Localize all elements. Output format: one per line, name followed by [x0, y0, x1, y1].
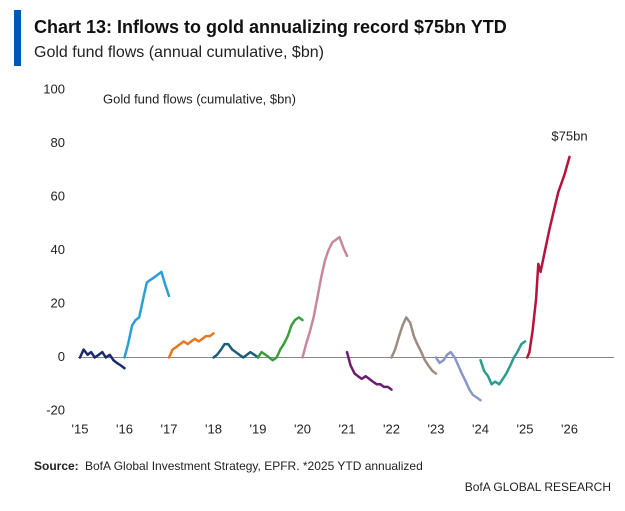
series-line [525, 155, 571, 359]
source: BofA Global Investment Strategy, EPFR. *… [85, 459, 423, 473]
x-tick-label: '23 [428, 421, 445, 436]
series-line [256, 316, 304, 362]
y-tick-label: 60 [51, 188, 65, 203]
y-tick-label: 100 [43, 81, 65, 96]
x-tick-label: '18 [205, 421, 222, 436]
series-line [78, 348, 126, 370]
x-tick-label: '25 [517, 421, 534, 436]
chart-title: Chart 13: Inflows to gold annualizing re… [34, 17, 507, 37]
x-tick-label: '26 [561, 421, 578, 436]
callout: $75bn [551, 128, 587, 143]
y-tick-label: 0 [58, 349, 65, 364]
x-tick-label: '17 [161, 421, 178, 436]
axis-annotation: Gold fund flows (cumulative, $bn) [103, 91, 296, 106]
x-tick-label: '16 [116, 421, 133, 436]
chart-subtitle: Gold fund flows (annual cumulative, $bn) [34, 44, 324, 61]
y-tick-label: -20 [46, 402, 65, 417]
series-line [390, 316, 438, 375]
series-line [301, 235, 349, 359]
y-tick-label: 20 [51, 295, 65, 310]
x-tick-label: '24 [472, 421, 489, 436]
source-label: Source: [34, 459, 79, 473]
y-tick-label: 80 [51, 135, 65, 150]
y-tick-label: 40 [51, 242, 65, 257]
brand: BofA GLOBAL RESEARCH [465, 480, 611, 494]
x-tick-label: '21 [339, 421, 356, 436]
x-tick-label: '22 [383, 421, 400, 436]
series-line [123, 270, 171, 359]
x-tick-label: '19 [250, 421, 267, 436]
series-line [212, 342, 260, 359]
title-accent [14, 10, 21, 66]
series-line [479, 340, 527, 386]
x-tick-label: '20 [294, 421, 311, 436]
x-tick-label: '15 [72, 421, 89, 436]
series-line [345, 350, 393, 391]
series-line [434, 350, 482, 402]
series-line [167, 332, 215, 359]
